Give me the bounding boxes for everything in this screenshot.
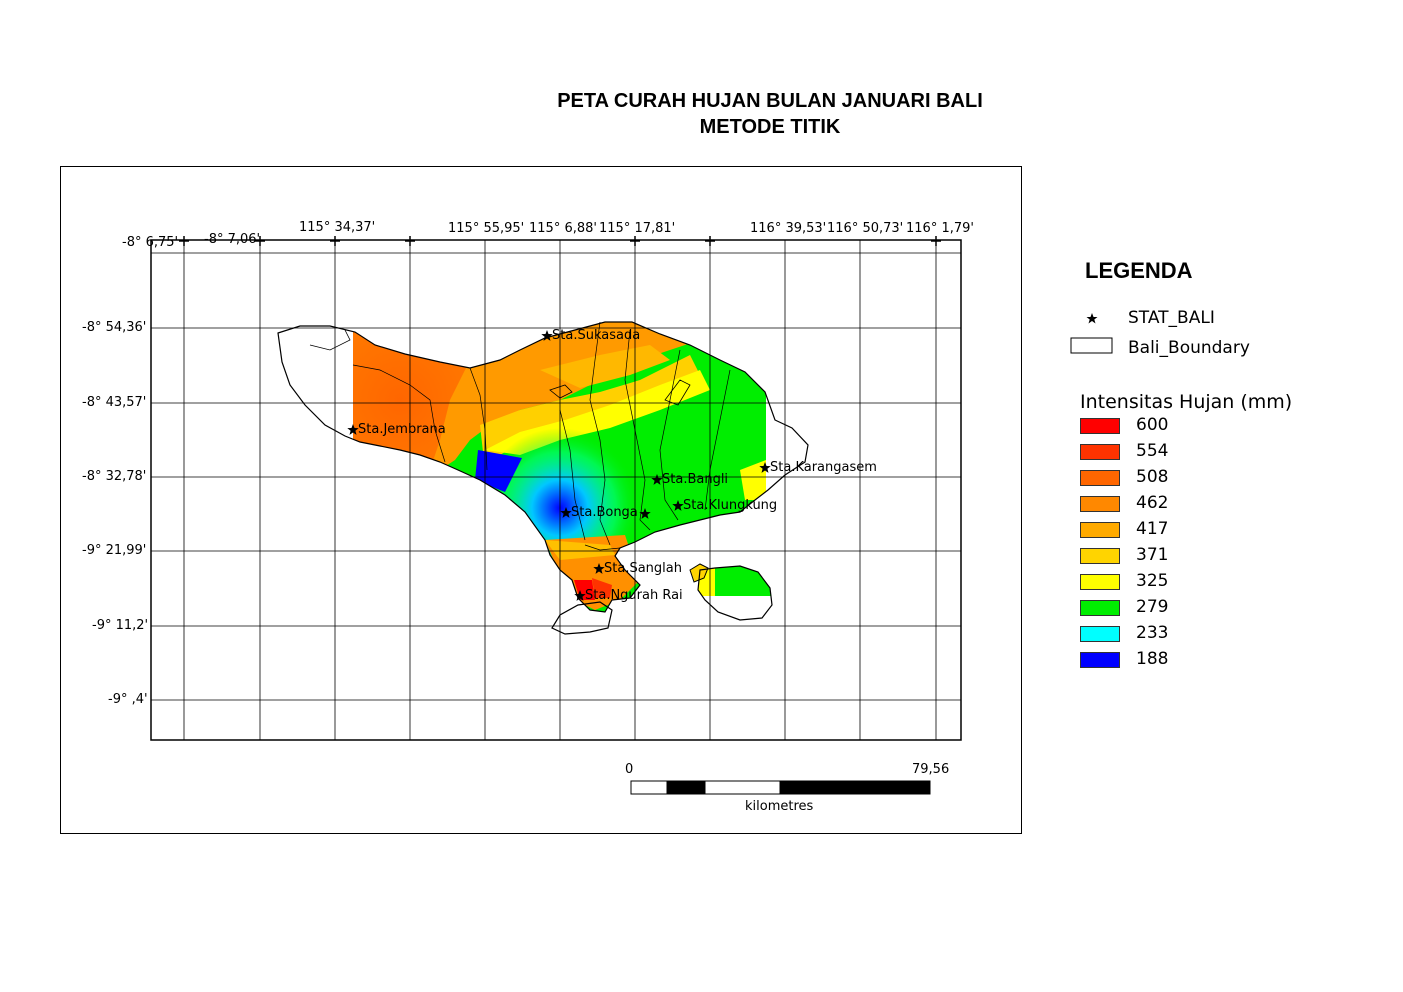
top-tick-label-6: 116° 39,53' (750, 221, 827, 236)
station-star-icon-2[interactable] (759, 462, 771, 473)
legend-class-label-600: 600 (1136, 415, 1169, 435)
map-title-line2: METODE TITIK (699, 116, 841, 138)
station-markers (347, 330, 771, 601)
legend-boundary-label: Bali_Boundary (1128, 338, 1250, 358)
legend-class-label-279: 279 (1136, 597, 1169, 617)
station-label-bonga: Sta.Bonga (571, 505, 638, 520)
district-lines (352, 321, 731, 551)
station-star-icon-4[interactable] (560, 507, 572, 518)
station-label-ngurah-rai: Sta.Ngurah Rai (585, 588, 683, 603)
legend-class-label-462: 462 (1136, 493, 1169, 513)
legend-station-label: STAT_BALI (1128, 308, 1215, 328)
top-tick-label-7: 116° 50,73' (827, 221, 904, 236)
legend-star-icon (1086, 313, 1098, 324)
top-tick-label-0: -8° 6,75' (122, 235, 179, 250)
legend-class-label-188: 188 (1136, 649, 1169, 669)
station-label-karangasem: Sta.Karangasem (770, 460, 877, 475)
scale-end-label: 79,56 (912, 762, 950, 777)
left-tick-label-2: -8° 32,78' (82, 469, 147, 484)
station-star-icon-3[interactable] (651, 474, 663, 485)
legend-class-label-554: 554 (1136, 441, 1169, 461)
scale-unit-label: kilometres (745, 799, 814, 814)
scale-bar (630, 780, 931, 795)
legend-class-label-508: 508 (1136, 467, 1169, 487)
legend-class-label-371: 371 (1136, 545, 1169, 565)
legend-title: LEGENDA (1085, 258, 1193, 283)
station-star-icon-5[interactable] (639, 508, 651, 519)
map-title: PETA CURAH HUJAN BULAN JANUARI BALI METO… (440, 88, 1100, 140)
bali-boundary (277, 321, 809, 635)
legend-swatch-371 (1080, 548, 1120, 564)
legend-class-label-233: 233 (1136, 623, 1169, 643)
legend-symbols (1070, 313, 1113, 354)
station-star-icon-0[interactable] (541, 330, 553, 341)
top-tick-marks (179, 236, 941, 246)
lembongan-island (689, 563, 709, 583)
top-tick-label-4: 115° 6,88' (529, 221, 597, 236)
top-tick-label-3: 115° 55,95' (448, 221, 525, 236)
legend-class-label-325: 325 (1136, 571, 1169, 591)
map-frame (60, 166, 1022, 834)
legend-swatch-188 (1080, 652, 1120, 668)
station-label-jembrana: Sta.Jembrana (358, 422, 446, 437)
legend-swatch-233 (1080, 626, 1120, 642)
legend-boundary-swatch (1070, 337, 1113, 354)
station-label-klungkung: Sta.Klungkung (683, 498, 778, 513)
legend-class-label-417: 417 (1136, 519, 1169, 539)
legend-swatch-279 (1080, 600, 1120, 616)
legend-swatch-462 (1080, 496, 1120, 512)
station-star-icon-7[interactable] (593, 563, 605, 574)
left-tick-label-1: -8° 43,57' (82, 395, 147, 410)
scale-start-label: 0 (625, 762, 634, 777)
station-label-sanglah: Sta.Sanglah (604, 561, 682, 576)
top-tick-label-1: -8° 7,06' (204, 232, 261, 247)
station-label-bangli: Sta.Bangli (662, 472, 729, 487)
legend-swatch-325 (1080, 574, 1120, 590)
legend-swatch-600 (1080, 418, 1120, 434)
left-tick-label-3: -9° 21,99' (82, 543, 147, 558)
station-star-icon-6[interactable] (672, 500, 684, 511)
left-tick-label-5: -9° ,4' (108, 692, 148, 707)
left-tick-label-0: -8° 54,36' (82, 320, 147, 335)
station-star-icon-8[interactable] (574, 590, 586, 601)
map-title-line1: PETA CURAH HUJAN BULAN JANUARI BALI (557, 90, 983, 112)
legend-intensity-title: Intensitas Hujan (mm) (1080, 391, 1293, 413)
legend-swatch-417 (1080, 522, 1120, 538)
legend-swatch-508 (1080, 470, 1120, 486)
station-star-icon-1[interactable] (347, 424, 359, 435)
top-tick-label-5: 115° 17,81' (599, 221, 676, 236)
station-label-sukasada: Sta.Sukasada (552, 328, 641, 343)
legend-swatch-554 (1080, 444, 1120, 460)
top-tick-label-2: 115° 34,37' (299, 220, 376, 235)
top-tick-label-8: 116° 1,79' (906, 221, 974, 236)
graticule (150, 239, 962, 741)
left-tick-label-4: -9° 11,2' (92, 618, 149, 633)
